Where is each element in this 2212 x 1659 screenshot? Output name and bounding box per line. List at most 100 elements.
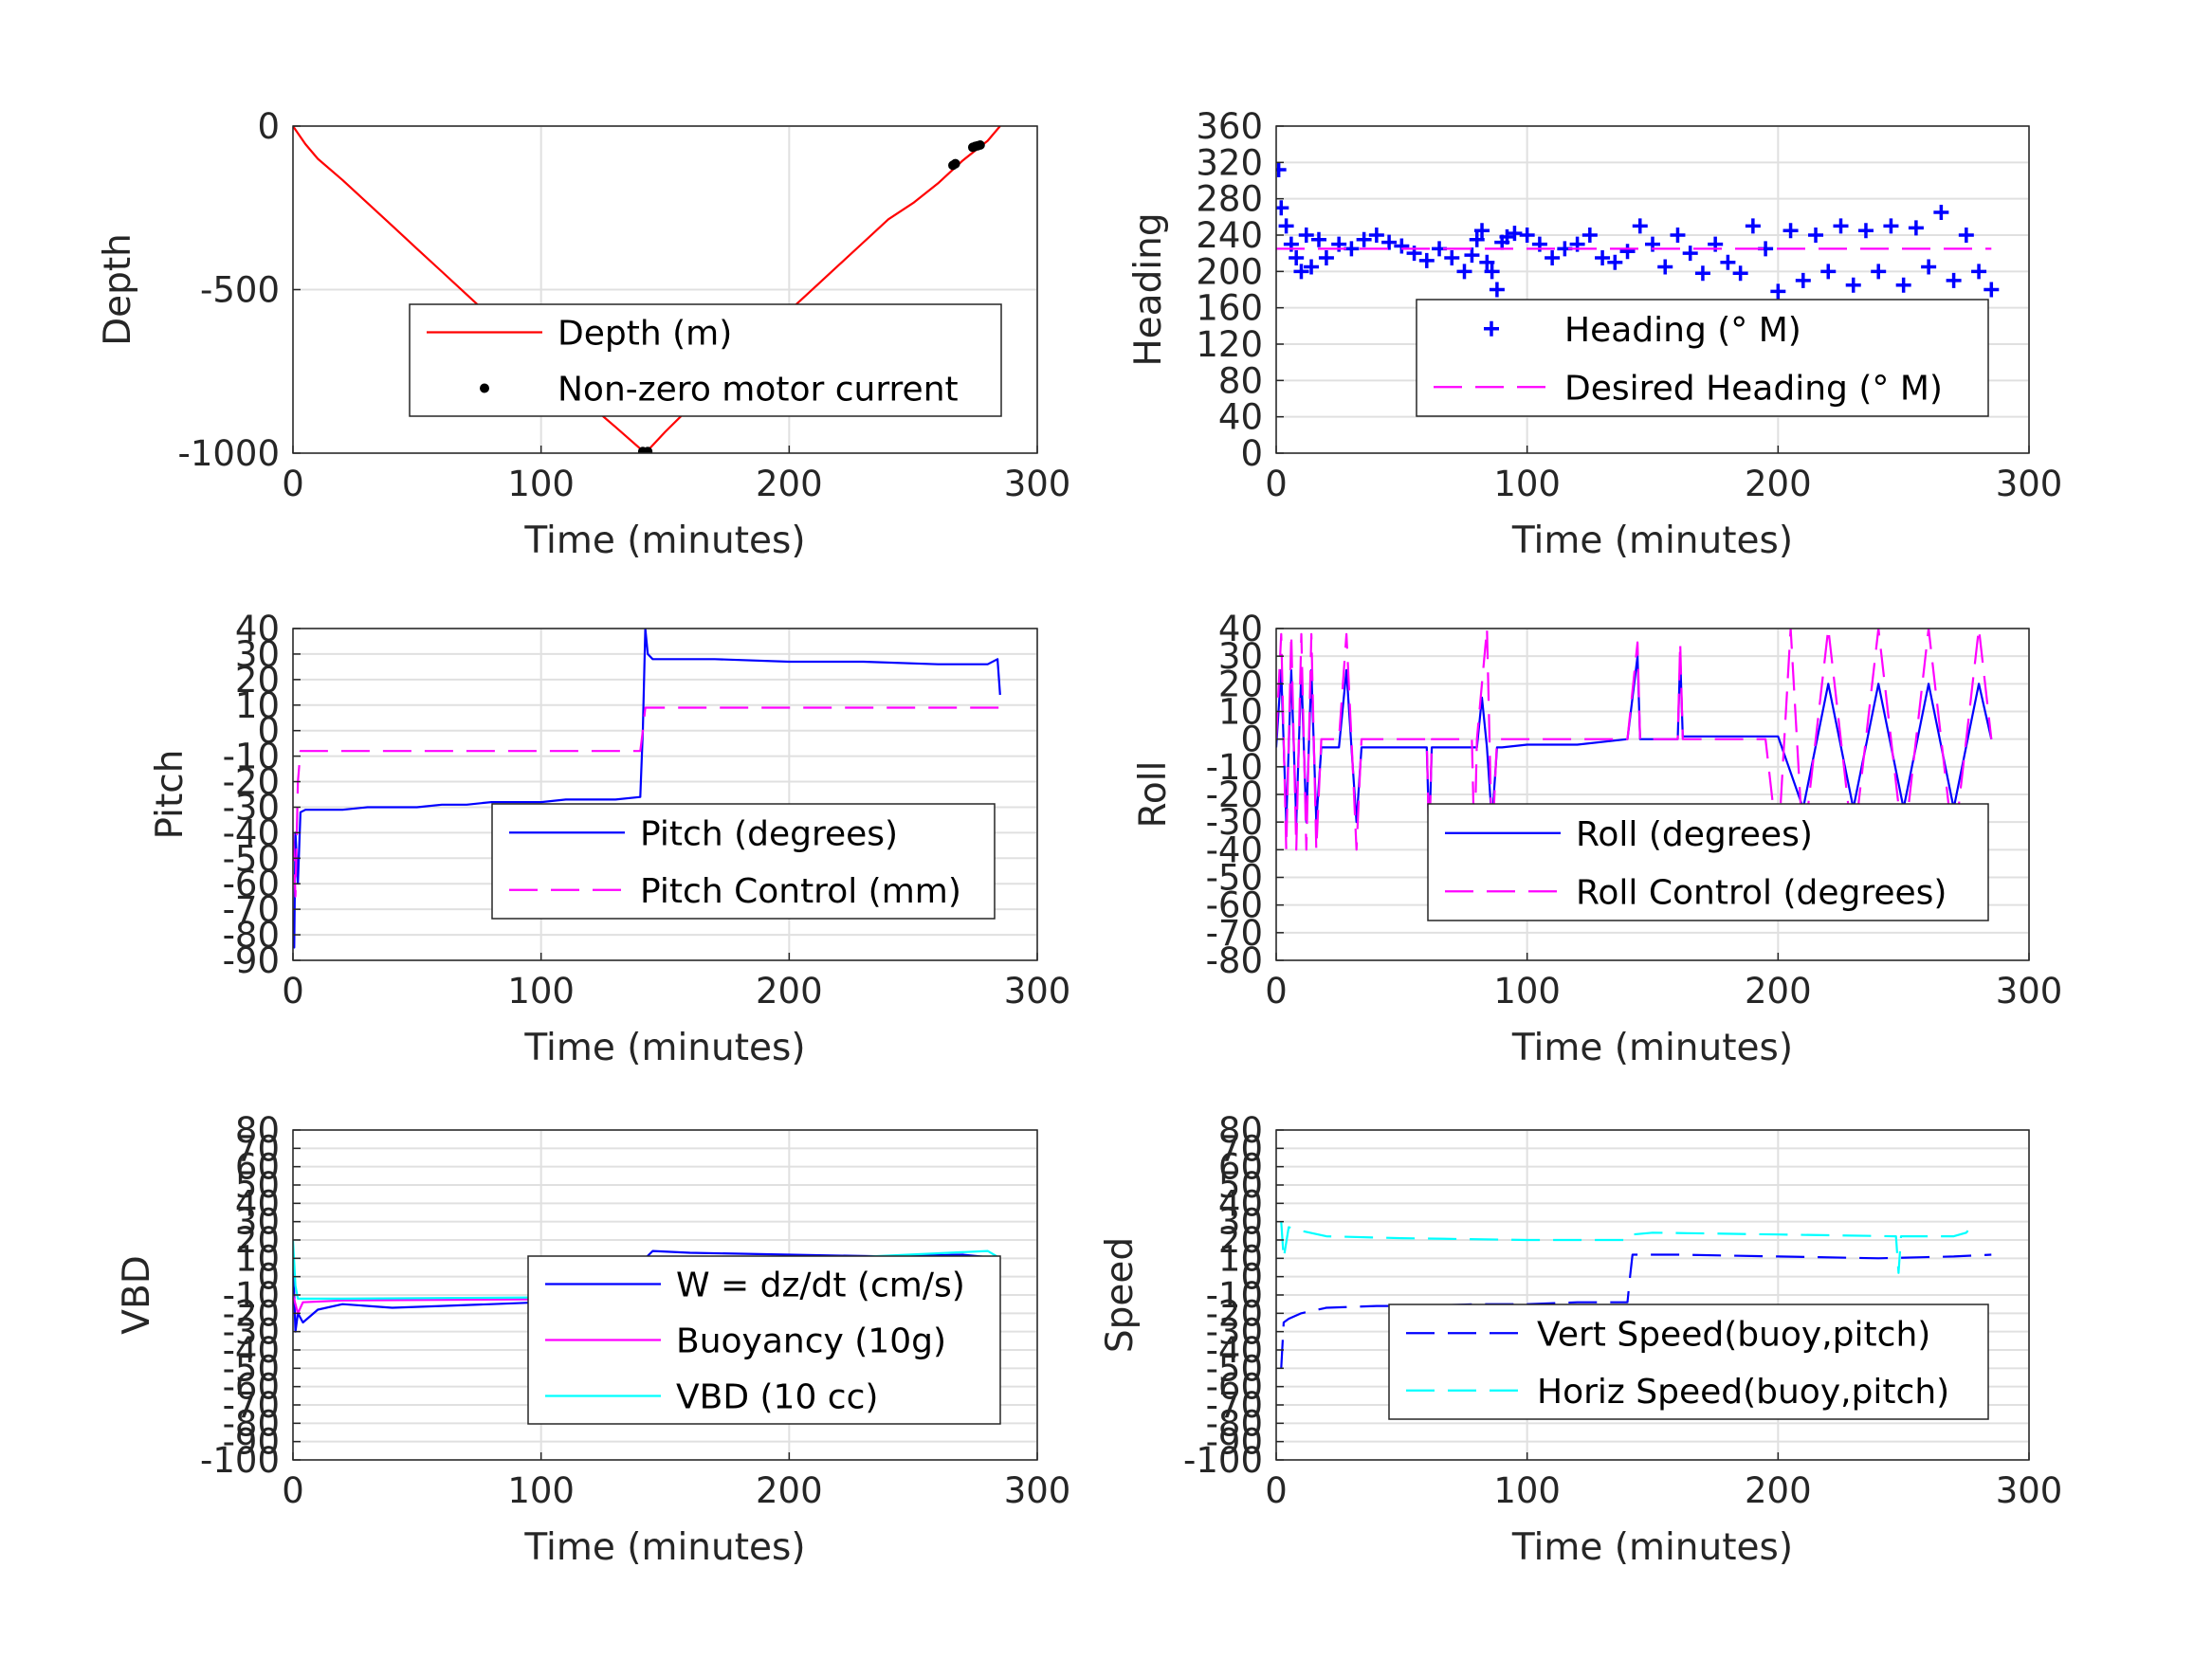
pitch-ytick-label: 0: [257, 711, 280, 752]
heading-series-1-point: [1632, 218, 1648, 234]
heading-series-1-point: [1356, 231, 1372, 247]
vbd-ytick-label: -20: [223, 1293, 280, 1334]
heading-series-1-point: [1946, 272, 1962, 288]
pitch-ytick-label: 10: [235, 685, 280, 726]
pitch-legend-box: [491, 803, 996, 920]
heading-ytick-label: 200: [1196, 251, 1263, 292]
depth-ytick-label: 0: [257, 106, 280, 147]
heading-series-1-point: [1519, 228, 1535, 243]
speed-ytick-label: 70: [1218, 1128, 1263, 1169]
pitch-xtick-label: 0: [282, 971, 304, 1012]
speed-xtick-label: 200: [1745, 1470, 1812, 1511]
roll-xlabel: Time (minutes): [1511, 1027, 1793, 1069]
roll-xtick-label: 0: [1265, 971, 1288, 1012]
depth-series-2-point: [975, 140, 985, 151]
pitch-series-2-line: [293, 706, 1000, 898]
vbd-ytick-label: -90: [223, 1422, 280, 1463]
roll-legend-label: Roll Control (degrees): [1576, 873, 1947, 912]
speed-ytick-label: 30: [1218, 1202, 1263, 1243]
heading-xlabel: Time (minutes): [1511, 520, 1793, 562]
vbd-ytick-label: 80: [235, 1110, 280, 1151]
heading-series-1-point: [1732, 265, 1748, 282]
roll-ytick-label: -70: [1206, 913, 1263, 954]
heading-series-1-point: [1394, 238, 1410, 254]
vbd-xtick-label: 0: [282, 1470, 304, 1511]
vbd-xtick-label: 300: [1004, 1470, 1071, 1511]
heading-series-1-point: [1507, 226, 1523, 242]
roll-ytick-label: -60: [1206, 885, 1263, 926]
depth-xtick-label: 200: [756, 464, 823, 504]
roll-xtick-label: 200: [1745, 971, 1812, 1012]
heading-series-1-point: [1971, 264, 1987, 280]
vbd-legend-label: Buoyancy (10g): [676, 1322, 946, 1361]
speed-legend-label: Vert Speed(buoy,pitch): [1537, 1315, 1930, 1354]
heading-series-1-point: [1921, 259, 1937, 275]
speed-ytick-label: -30: [1206, 1312, 1263, 1353]
heading-ytick-label: 160: [1196, 288, 1263, 329]
heading-series-1-point: [1474, 223, 1490, 239]
depth-xtick-label: 100: [507, 464, 575, 504]
speed-ytick-label: -20: [1206, 1293, 1263, 1334]
vbd-ytick-label: 0: [257, 1257, 280, 1298]
vbd-ytick-label: -100: [200, 1440, 280, 1481]
heading-data: [1276, 162, 2000, 300]
vbd-ytick-label: -60: [223, 1367, 280, 1408]
heading-axes-box: [1275, 125, 2030, 454]
heading-series-1-point: [1310, 231, 1326, 247]
heading-series-1-point: [1418, 252, 1435, 268]
speed-data: [1280, 1221, 1992, 1369]
speed-xlabel: Time (minutes): [1511, 1526, 1793, 1569]
pitch-xtick-label: 300: [1004, 971, 1071, 1012]
pitch-ytick-label: -10: [223, 737, 280, 777]
depth-legend-label: Depth (m): [558, 315, 732, 354]
pitch-data: [293, 629, 1001, 949]
heading-ylabel: Heading: [1127, 212, 1170, 366]
vbd-xtick-label: 200: [756, 1470, 823, 1511]
speed-series-1-line: [1280, 1253, 1992, 1369]
roll-xtick-label: 300: [1996, 971, 2063, 1012]
vbd-legend-label: W = dz/dt (cm/s): [676, 1267, 965, 1305]
speed-xtick-label: 100: [1493, 1470, 1561, 1511]
heading-series-1-point: [1833, 218, 1849, 234]
roll-ytick-label: -80: [1206, 940, 1263, 981]
pitch-xlabel: Time (minutes): [523, 1027, 805, 1069]
roll-ytick-label: 20: [1218, 664, 1263, 704]
depth-xtick-label: 0: [282, 464, 304, 504]
heading-series-1-point: [1276, 200, 1289, 216]
heading-legend-swatch: [1484, 320, 1499, 337]
heading-series-1-point: [1670, 228, 1686, 243]
subplot-pitch: 0 100 200 300-90-80-70-60-50-40-30-20-10010…: [149, 609, 1070, 1069]
depth-legend-swatch: [480, 383, 489, 393]
heading-series-1-point: [1820, 264, 1837, 280]
roll-series-2-line: [1276, 629, 1993, 851]
heading-series-1-point: [1318, 249, 1334, 265]
pitch-ytick-label: -90: [223, 940, 280, 981]
pitch-axes-box: [292, 628, 1038, 961]
speed-legend: Vert Speed(buoy,pitch) Horiz Speed(buoy,p…: [1388, 1304, 1989, 1420]
heading-series-1-point: [1682, 246, 1698, 262]
heading-legend-label: Heading (° M): [1564, 311, 1801, 350]
pitch-ytick-label: -40: [223, 812, 280, 853]
vbd-ytick-label: -40: [223, 1330, 280, 1371]
heading-series-1-point: [1657, 259, 1673, 275]
depth-ylabel: Depth: [97, 233, 139, 346]
vbd-ytick-label: -10: [223, 1275, 280, 1316]
heading-ytick-label: 80: [1218, 360, 1263, 401]
speed-legend-label: Horiz Speed(buoy,pitch): [1537, 1373, 1949, 1412]
heading-series-1-point: [1293, 264, 1309, 280]
heading-ytick-label: 360: [1196, 106, 1263, 147]
depth-ytick-label: -500: [200, 270, 280, 311]
heading-series-1-point: [1845, 277, 1861, 293]
pitch-legend-label: Pitch (degrees): [640, 814, 898, 853]
heading-series-1-point: [1276, 162, 1287, 177]
heading-series-1-point: [1607, 254, 1623, 270]
depth-legend: Depth (m) Non-zero motor current: [409, 303, 1002, 417]
vbd-ytick-label: 60: [235, 1147, 280, 1188]
speed-series-2-line: [1280, 1221, 1975, 1274]
vbd-ytick-label: -50: [223, 1348, 280, 1389]
pitch-legend: Pitch (degrees) Pitch Control (mm): [491, 803, 996, 920]
pitch-ytick-label: -70: [223, 889, 280, 930]
heading-series-1-point: [1808, 228, 1824, 243]
roll-ytick-label: -10: [1206, 747, 1263, 788]
